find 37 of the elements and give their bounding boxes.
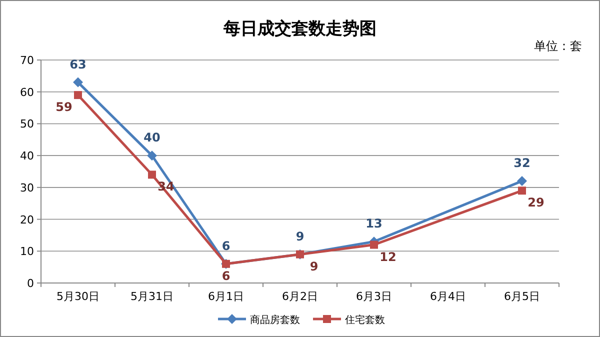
point [148,170,156,179]
data-label: 59 [56,100,72,114]
y-tick-label: 40 [20,150,34,163]
data-label: 9 [296,229,304,244]
y-tick-label: 60 [20,86,34,99]
x-tick-label: 6月5日 [504,290,540,303]
point [517,176,527,186]
x-tick-label: 6月1日 [208,290,244,303]
legend-label: 住宅套数 [345,314,385,326]
data-label: 63 [70,57,86,72]
y-tick-label: 70 [20,54,34,67]
x-tick-label: 6月3日 [356,290,392,303]
x-tick-label: 5月30日 [56,290,100,303]
chart-title: 每日成交套数走势图 [222,19,376,39]
text: 单位：套 [534,39,582,53]
point [73,77,83,88]
point [370,240,378,249]
data-label: 9 [310,259,318,274]
data-label: 6 [222,238,230,253]
data-label: 13 [366,216,382,231]
data-label: 6 [222,268,230,283]
data-label: 32 [514,156,530,170]
x-tick-label: 6月4日 [430,290,466,303]
point [74,91,82,100]
x-tick-label: 5月31日 [130,290,174,303]
y-tick-label: 30 [20,181,34,194]
data-label: 29 [528,196,544,210]
y-tick-label: 20 [20,213,34,226]
legend-label: 商品房套数 [250,314,300,326]
y-tick-label: 50 [20,118,34,131]
point [147,150,157,161]
data-label: 12 [380,250,396,264]
y-tick-label: 0 [27,277,34,290]
point [518,186,526,195]
data-label: 40 [144,130,160,145]
y-tick-label: 10 [20,245,34,258]
x-tick-label: 6月2日 [282,290,318,303]
